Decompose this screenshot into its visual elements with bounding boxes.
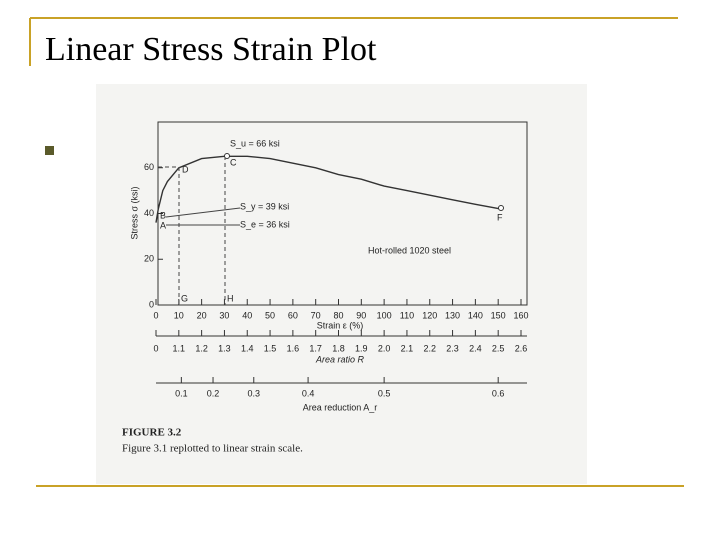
bullet bbox=[45, 146, 54, 155]
sy-arrow bbox=[165, 207, 241, 218]
area-reduction-label: Area reduction A_r bbox=[303, 402, 378, 412]
x-tick-label: 120 bbox=[422, 310, 437, 320]
annotation: G bbox=[181, 293, 188, 303]
area-ratio-tick-label: 1.3 bbox=[218, 343, 231, 353]
y-tick-label: 60 bbox=[144, 162, 154, 172]
area-ratio-tick-label: 2.4 bbox=[469, 343, 482, 353]
x-tick-label: 150 bbox=[491, 310, 506, 320]
area-ratio-tick-label: 1.5 bbox=[264, 343, 277, 353]
annotation: C bbox=[230, 157, 237, 167]
area-ratio-tick-label: 1.9 bbox=[355, 343, 368, 353]
area-reduction-tick-label: 0.2 bbox=[207, 388, 220, 398]
stress-strain-curve bbox=[155, 155, 501, 223]
area-ratio-tick-label: 2.1 bbox=[401, 343, 414, 353]
area-ratio-tick-label: 2.3 bbox=[446, 343, 459, 353]
x-tick-label: 110 bbox=[400, 310, 414, 320]
y-tick-label: 20 bbox=[144, 254, 154, 264]
figure bbox=[96, 84, 587, 484]
caption-text: Figure 3.1 replotted to linear strain sc… bbox=[122, 443, 303, 455]
y-tick-label: 40 bbox=[144, 208, 154, 218]
x-tick-label: 20 bbox=[197, 310, 207, 320]
x-tick-label: 140 bbox=[468, 310, 483, 320]
area-reduction-tick-label: 0.1 bbox=[175, 388, 188, 398]
area-ratio-label: Area ratio R bbox=[315, 354, 365, 364]
area-ratio-tick-label: 2.0 bbox=[378, 343, 391, 353]
x-tick-label: 60 bbox=[288, 310, 298, 320]
point-c bbox=[224, 153, 230, 159]
area-ratio-tick-label: 1.2 bbox=[195, 343, 208, 353]
x-tick-label: 70 bbox=[311, 310, 321, 320]
x-tick-label: 50 bbox=[265, 310, 275, 320]
area-reduction-tick-label: 0.4 bbox=[302, 388, 315, 398]
annotation: H bbox=[227, 293, 234, 303]
annotation: B bbox=[160, 210, 166, 220]
x-axis-label: Strain ε (%) bbox=[317, 320, 364, 330]
y-tick-label: 0 bbox=[149, 299, 154, 309]
point-f bbox=[498, 205, 504, 211]
x-tick-label: 100 bbox=[377, 310, 392, 320]
area-ratio-tick-label: 1.6 bbox=[287, 343, 300, 353]
x-tick-label: 10 bbox=[174, 310, 184, 320]
annotation: A bbox=[160, 220, 166, 230]
x-tick-label: 160 bbox=[513, 310, 528, 320]
area-ratio-tick-label: 1.1 bbox=[173, 343, 186, 353]
area-reduction-tick-label: 0.6 bbox=[492, 388, 505, 398]
area-ratio-tick-label: 0 bbox=[153, 343, 158, 353]
area-ratio-tick-label: 1.7 bbox=[309, 343, 322, 353]
area-ratio-tick-label: 1.8 bbox=[332, 343, 345, 353]
slide-title: Linear Stress Strain Plot bbox=[45, 31, 377, 68]
annotation: F bbox=[497, 212, 503, 222]
area-ratio-tick-label: 2.2 bbox=[423, 343, 436, 353]
area-ratio-tick-label: 2.6 bbox=[515, 343, 528, 353]
annotation: S_y = 39 ksi bbox=[240, 201, 289, 211]
annotation: S_u = 66 ksi bbox=[230, 138, 280, 148]
annotation: D bbox=[182, 164, 189, 174]
plot: 0 20 40 60 0 10 20 30 40 50 60 70 80 90 100 110 120 130 14… bbox=[122, 138, 529, 454]
y-axis-label: Stress σ (ksi) bbox=[129, 186, 139, 239]
caption-label: FIGURE 3.2 bbox=[122, 427, 182, 439]
x-tick-label: 130 bbox=[445, 310, 460, 320]
x-tick-label: 80 bbox=[333, 310, 343, 320]
area-reduction-tick-label: 0.3 bbox=[248, 388, 261, 398]
x-tick-label: 90 bbox=[356, 310, 366, 320]
x-tick-label: 0 bbox=[153, 310, 158, 320]
area-ratio-tick-label: 1.4 bbox=[241, 343, 254, 353]
x-tick-label: 30 bbox=[219, 310, 229, 320]
x-tick-label: 40 bbox=[242, 310, 252, 320]
area-reduction-tick-label: 0.5 bbox=[378, 388, 391, 398]
annotation: Hot-rolled 1020 steel bbox=[368, 245, 451, 255]
annotation: S_e = 36 ksi bbox=[240, 219, 290, 229]
area-ratio-tick-label: 2.5 bbox=[492, 343, 505, 353]
